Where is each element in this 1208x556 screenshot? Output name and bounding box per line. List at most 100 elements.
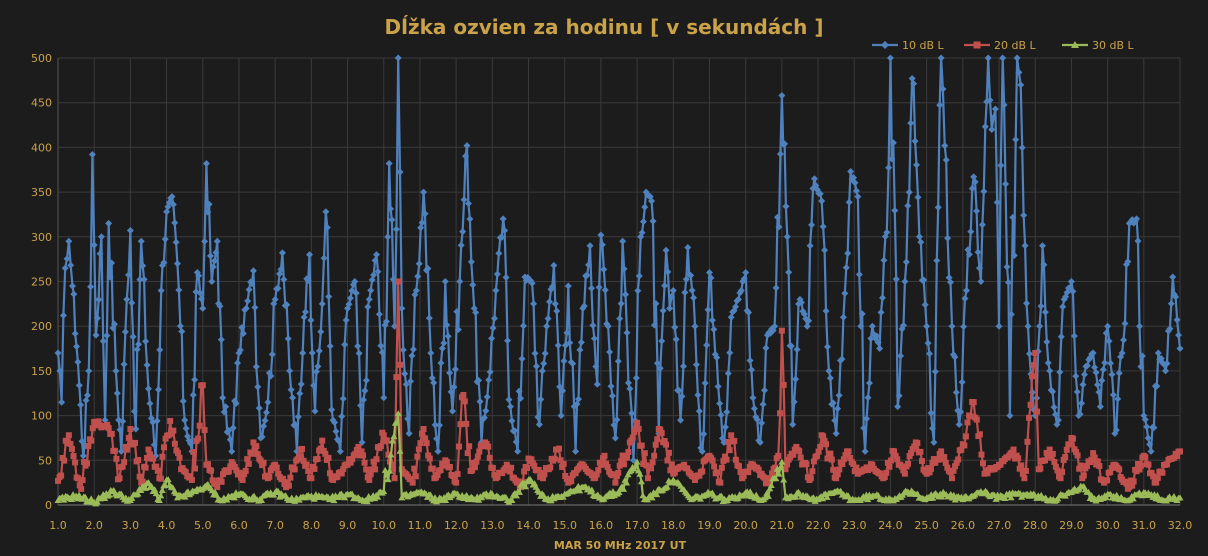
data-point: [473, 458, 480, 465]
data-point: [119, 417, 127, 425]
data-point: [819, 223, 827, 231]
data-point: [377, 342, 385, 350]
data-point: [892, 452, 899, 459]
data-point: [190, 448, 197, 455]
data-point: [1020, 211, 1028, 219]
data-point: [456, 278, 464, 285]
data-point: [973, 207, 981, 215]
data-point: [803, 322, 811, 330]
data-point: [718, 464, 725, 471]
data-point: [1001, 494, 1009, 501]
data-point: [121, 459, 128, 466]
data-point: [941, 454, 948, 461]
data-point: [638, 229, 646, 237]
data-point: [572, 447, 580, 455]
data-point: [747, 366, 755, 374]
data-point: [372, 466, 379, 473]
data-point: [1044, 359, 1052, 367]
data-point: [904, 202, 912, 210]
data-point: [1076, 465, 1083, 472]
data-point: [964, 419, 971, 426]
data-point: [260, 422, 268, 430]
data-point: [251, 446, 258, 453]
data-point: [934, 203, 942, 211]
data-point: [1147, 447, 1155, 455]
data-point: [815, 448, 822, 455]
data-point: [886, 463, 893, 470]
data-point: [181, 416, 189, 424]
data-point: [397, 361, 404, 368]
x-tick-label: 30.0: [1095, 519, 1120, 532]
data-point: [405, 429, 413, 437]
data-point: [361, 459, 368, 466]
data-point: [1145, 461, 1152, 468]
data-point: [213, 491, 221, 498]
data-point: [784, 461, 791, 468]
data-point: [888, 155, 896, 163]
data-point: [518, 355, 526, 363]
data-point: [390, 433, 398, 440]
series-20-db-l: [55, 278, 1183, 492]
data-point: [778, 458, 786, 465]
data-point: [782, 202, 790, 210]
data-point: [1054, 467, 1061, 474]
data-point: [1091, 454, 1098, 461]
data-point: [381, 466, 389, 473]
data-point: [710, 325, 718, 333]
data-point: [208, 467, 215, 474]
data-point: [326, 470, 333, 477]
data-point: [568, 478, 575, 485]
data-point: [77, 401, 85, 409]
data-point: [650, 321, 658, 329]
data-point: [501, 226, 509, 234]
data-point: [76, 482, 83, 489]
data-point: [863, 415, 871, 423]
data-point: [103, 331, 111, 339]
data-point: [653, 491, 661, 498]
data-point: [852, 187, 860, 195]
data-point: [462, 152, 470, 160]
data-point: [244, 456, 251, 463]
data-point: [291, 466, 298, 473]
x-tick-label: 1.0: [49, 519, 67, 532]
data-point: [755, 466, 762, 473]
data-point: [95, 296, 103, 304]
y-tick-label: 500: [31, 52, 52, 65]
data-point: [775, 223, 783, 231]
data-point: [463, 420, 470, 427]
data-point: [204, 461, 211, 468]
data-point: [1099, 366, 1107, 374]
data-point: [845, 198, 853, 206]
data-point: [55, 477, 61, 484]
data-point: [698, 447, 706, 455]
x-tick-label: 11.0: [408, 519, 433, 532]
data-point: [1010, 252, 1018, 260]
data-point: [515, 488, 523, 495]
data-point: [826, 374, 834, 382]
data-point: [431, 421, 439, 429]
data-point: [1043, 338, 1051, 346]
data-point: [835, 391, 843, 399]
data-point: [217, 336, 225, 344]
data-point: [105, 491, 113, 498]
data-point: [608, 392, 616, 400]
data-point: [907, 119, 915, 127]
x-tick-label: 4.0: [158, 519, 176, 532]
x-tick-label: 25.0: [914, 519, 939, 532]
data-point: [865, 379, 873, 387]
data-point: [993, 198, 1001, 206]
data-point: [661, 282, 669, 290]
data-point: [899, 321, 907, 329]
data-point: [962, 286, 970, 294]
data-point: [275, 470, 282, 477]
data-point: [1022, 467, 1029, 474]
data-point: [648, 465, 655, 472]
data-point: [494, 473, 501, 480]
data-point: [737, 286, 745, 294]
data-point: [978, 451, 985, 458]
data-point: [262, 409, 270, 417]
data-point: [72, 459, 79, 466]
data-point: [776, 464, 784, 471]
data-point: [682, 275, 690, 283]
data-point: [515, 387, 523, 395]
